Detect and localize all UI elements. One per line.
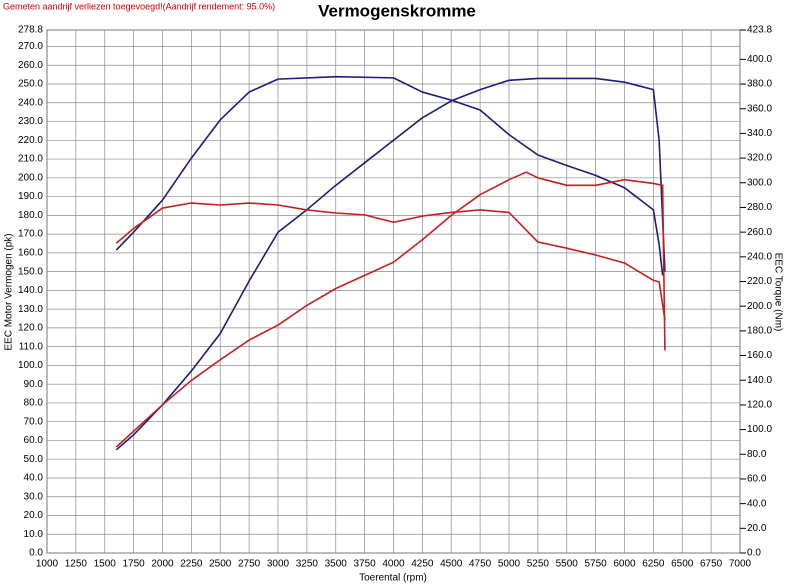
note: Gemeten aandrijf verliezen toegevoegd!(A… — [3, 1, 275, 11]
y-tick-label: 260.0 — [18, 60, 43, 71]
x-tick-label: 5500 — [556, 559, 579, 570]
x-tick-label: 5000 — [498, 559, 521, 570]
y-tick-label: 150.0 — [18, 266, 43, 277]
y-tick-label: 70.0 — [24, 416, 44, 427]
y2-axis-label: EEC Torque (Nm) — [772, 253, 783, 332]
y2-tick-label: 140.0 — [747, 375, 772, 386]
y2-tick-label: 40.0 — [747, 498, 767, 509]
y-tick-label: 170.0 — [18, 229, 43, 240]
x-tick-label: 2250 — [180, 559, 203, 570]
y-axis-label: EEC Motor Vermogen (pk) — [4, 233, 15, 350]
y2-tick-label: 423.8 — [747, 25, 772, 36]
y-tick-label: 60.0 — [24, 435, 44, 446]
y2-tick-label: 280.0 — [747, 202, 772, 213]
y2-tick-label: 260.0 — [747, 227, 772, 238]
y2-tick-label: 360.0 — [747, 103, 772, 114]
x-tick-label: 5250 — [527, 559, 550, 570]
y-tick-label: 270.0 — [18, 41, 43, 52]
y-tick-label: 10.0 — [24, 529, 44, 540]
y-tick-label: 80.0 — [24, 398, 44, 409]
y-tick-label: 40.0 — [24, 473, 44, 484]
y2-tick-label: 100.0 — [747, 424, 772, 435]
y2-tick-label: 0.0 — [747, 548, 761, 559]
x-tick-label: 4000 — [382, 559, 405, 570]
y-tick-label: 190.0 — [18, 191, 43, 202]
x-tick-label: 1500 — [94, 559, 117, 570]
x-tick-label: 6500 — [671, 559, 694, 570]
y-tick-label: 250.0 — [18, 79, 43, 90]
y2-tick-label: 220.0 — [747, 276, 772, 287]
x-tick-label: 3750 — [354, 559, 377, 570]
y-tick-label: 130.0 — [18, 304, 43, 315]
x-tick-label: 1000 — [36, 559, 59, 570]
y-tick-label: 140.0 — [18, 285, 43, 296]
y2-tick-label: 80.0 — [747, 449, 767, 460]
y-tick-label: 30.0 — [24, 491, 44, 502]
y2-tick-label: 200.0 — [747, 301, 772, 312]
x-tick-label: 7000 — [729, 559, 752, 570]
y2-tick-label: 400.0 — [747, 54, 772, 65]
x-tick-label: 2500 — [209, 559, 232, 570]
y-tick-label: 20.0 — [24, 510, 44, 521]
x-tick-label: 6750 — [700, 559, 723, 570]
y-tick-label: 90.0 — [24, 379, 44, 390]
y-tick-label: 180.0 — [18, 210, 43, 221]
x-tick-label: 1250 — [65, 559, 88, 570]
y-tick-label: 278.8 — [18, 25, 43, 36]
x-tick-label: 3000 — [267, 559, 290, 570]
x-tick-label: 1750 — [123, 559, 146, 570]
y2-tick-label: 320.0 — [747, 153, 772, 164]
y2-tick-label: 340.0 — [747, 128, 772, 139]
y-tick-label: 220.0 — [18, 135, 43, 146]
data-line — [115, 77, 666, 451]
x-tick-label: 6250 — [642, 559, 665, 570]
y2-tick-label: 20.0 — [747, 523, 767, 534]
x-tick-label: 4250 — [411, 559, 434, 570]
y2-tick-label: 380.0 — [747, 79, 772, 90]
data-line — [115, 75, 664, 276]
x-axis-label: Toerental (rpm) — [359, 573, 427, 584]
y2-tick-label: 120.0 — [747, 400, 772, 411]
y2-tick-label: 240.0 — [747, 251, 772, 262]
chart-title: Vermogenskromme — [318, 1, 476, 20]
x-tick-label: 3250 — [296, 559, 319, 570]
y-tick-label: 160.0 — [18, 247, 43, 258]
x-tick-label: 2750 — [238, 559, 261, 570]
y-tick-label: 200.0 — [18, 172, 43, 183]
y2-tick-label: 300.0 — [747, 177, 772, 188]
x-tick-label: 4750 — [469, 559, 492, 570]
data-line — [115, 171, 666, 448]
y-tick-label: 240.0 — [18, 97, 43, 108]
y2-tick-label: 180.0 — [747, 326, 772, 337]
x-tick-label: 6000 — [613, 559, 636, 570]
y-tick-label: 50.0 — [24, 454, 44, 465]
y2-tick-label: 160.0 — [747, 350, 772, 361]
data-line — [115, 202, 666, 320]
y-tick-label: 100.0 — [18, 360, 43, 371]
y-tick-label: 0.0 — [29, 548, 43, 559]
x-tick-label: 4500 — [440, 559, 463, 570]
y-tick-label: 230.0 — [18, 116, 43, 127]
x-tick-label: 3500 — [325, 559, 348, 570]
x-tick-label: 2000 — [151, 559, 174, 570]
y-tick-label: 110.0 — [19, 341, 44, 352]
x-tick-label: 5750 — [585, 559, 608, 570]
y2-tick-label: 60.0 — [747, 474, 767, 485]
y-tick-label: 210.0 — [18, 154, 43, 165]
y-tick-label: 120.0 — [18, 323, 43, 334]
